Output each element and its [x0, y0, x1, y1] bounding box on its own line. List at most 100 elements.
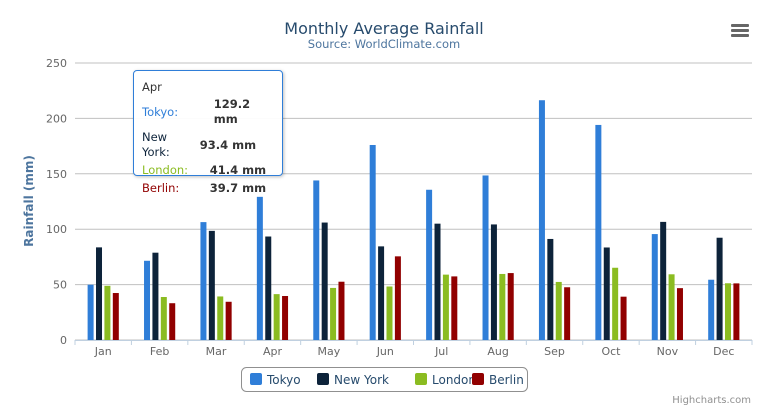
bar-new-york-jun[interactable] — [378, 246, 385, 340]
credits-link[interactable]: Highcharts.com — [672, 395, 751, 406]
bar-london-apr[interactable] — [273, 294, 280, 340]
tooltip-row: Tokyo: 129.2 mm — [142, 97, 276, 130]
chart-title: Monthly Average Rainfall — [284, 19, 483, 38]
bar-tokyo-jan[interactable] — [87, 284, 94, 340]
bar-tokyo-sep[interactable] — [538, 100, 545, 341]
y-axis-label: Rainfall (mm) — [22, 155, 36, 247]
x-tick-label: Jun — [376, 345, 394, 358]
tooltip-series-label: New York: — [142, 130, 170, 159]
x-tick-label: Mar — [206, 345, 227, 358]
legend-label: Tokyo — [266, 373, 301, 387]
legend-symbol — [317, 373, 329, 385]
y-tick-label: 50 — [53, 279, 67, 292]
bar-london-may[interactable] — [330, 287, 337, 340]
bar-tokyo-dec[interactable] — [708, 279, 715, 340]
bar-new-york-may[interactable] — [321, 222, 328, 340]
bar-berlin-jan[interactable] — [112, 293, 119, 340]
bar-berlin-oct[interactable] — [620, 296, 627, 340]
legend-item-berlin[interactable]: Berlin — [472, 373, 524, 387]
bar-berlin-aug[interactable] — [507, 273, 514, 340]
tooltip-series-label: Tokyo: — [142, 104, 179, 119]
bar-london-jan[interactable] — [104, 285, 111, 340]
bar-london-aug[interactable] — [499, 273, 506, 340]
bar-new-york-aug[interactable] — [490, 224, 497, 340]
bar-london-mar[interactable] — [217, 296, 224, 340]
bar-berlin-feb[interactable] — [169, 303, 176, 340]
bar-new-york-feb[interactable] — [152, 252, 159, 340]
bar-new-york-sep[interactable] — [547, 238, 554, 340]
chart-subtitle: Source: WorldClimate.com — [308, 37, 460, 51]
bar-london-feb[interactable] — [160, 297, 167, 340]
x-tick-label: Apr — [263, 345, 283, 358]
bar-london-jul[interactable] — [442, 274, 449, 340]
bar-tokyo-mar[interactable] — [200, 222, 207, 340]
bar-new-york-oct[interactable] — [603, 247, 610, 340]
bar-london-sep[interactable] — [555, 281, 562, 340]
x-tick-label: Dec — [713, 345, 734, 358]
tooltip-row: New York: 93.4 mm — [142, 130, 276, 163]
bar-berlin-sep[interactable] — [564, 287, 571, 340]
legend-box — [241, 367, 528, 392]
y-tick-label: 0 — [60, 334, 67, 347]
bar-london-oct[interactable] — [612, 267, 619, 340]
bar-new-york-mar[interactable] — [208, 230, 215, 340]
bar-berlin-jul[interactable] — [451, 276, 458, 340]
bar-london-jun[interactable] — [386, 286, 393, 340]
x-tick-label: Aug — [487, 345, 508, 358]
x-tick-label: May — [318, 345, 341, 358]
x-tick-label: Feb — [150, 345, 169, 358]
bar-tokyo-feb[interactable] — [144, 260, 151, 340]
tooltip-value: 39.7 mm — [209, 181, 267, 195]
hamburger-menu-icon[interactable] — [731, 24, 749, 38]
x-tick-label: Jul — [434, 345, 448, 358]
bar-london-dec[interactable] — [724, 283, 731, 340]
bar-new-york-jul[interactable] — [434, 223, 441, 340]
tooltip-value: 93.4 mm — [199, 137, 257, 152]
legend-item-london[interactable]: London — [415, 373, 476, 387]
bar-berlin-dec[interactable] — [733, 283, 740, 340]
legend-symbol — [415, 373, 427, 385]
x-tick-label: Jan — [94, 345, 112, 358]
bar-tokyo-jun[interactable] — [369, 144, 376, 340]
legend-item-new-york[interactable]: New York — [317, 373, 389, 387]
bar-new-york-jan[interactable] — [96, 247, 103, 340]
bar-london-nov[interactable] — [668, 274, 675, 340]
y-tick-label: 150 — [46, 168, 67, 181]
tooltip-value: 129.2 mm — [213, 97, 251, 126]
bar-tokyo-apr[interactable] — [256, 196, 263, 340]
legend-symbol — [250, 373, 262, 385]
bar-berlin-may[interactable] — [338, 281, 345, 340]
bar-berlin-nov[interactable] — [676, 288, 683, 340]
tooltip-header: Apr — [142, 80, 162, 94]
bar-berlin-mar[interactable] — [225, 301, 232, 340]
x-tick-label: Oct — [601, 345, 621, 358]
bar-berlin-apr[interactable] — [282, 296, 289, 340]
bar-tokyo-may[interactable] — [313, 180, 320, 340]
y-tick-label: 200 — [46, 112, 67, 125]
legend-label: London — [432, 373, 476, 387]
bar-tokyo-jul[interactable] — [426, 189, 433, 340]
legend-label: Berlin — [489, 373, 524, 387]
legend-label: New York — [334, 373, 389, 387]
tooltip-row: London: 41.4 mm — [142, 163, 276, 181]
bar-berlin-jun[interactable] — [394, 256, 401, 340]
bar-new-york-dec[interactable] — [716, 237, 723, 340]
bar-tokyo-aug[interactable] — [482, 175, 489, 340]
legend-symbol — [472, 373, 484, 385]
x-tick-label: Nov — [657, 345, 679, 358]
bar-new-york-apr[interactable] — [265, 236, 272, 340]
tooltip-series-label: Berlin: — [142, 181, 180, 195]
y-tick-label: 250 — [46, 57, 67, 70]
x-tick-label: Sep — [544, 345, 565, 358]
y-tick-label: 100 — [46, 223, 67, 236]
bar-tokyo-nov[interactable] — [651, 234, 658, 340]
tooltip-value: 41.4 mm — [209, 163, 267, 177]
tooltip-series-label: London: — [142, 163, 189, 177]
bar-tokyo-oct[interactable] — [595, 124, 602, 341]
legend-item-tokyo[interactable]: Tokyo — [250, 373, 301, 387]
tooltip: Apr Tokyo: 129.2 mm New York: 93.4 mm London… — [133, 70, 283, 195]
tooltip-row: Berlin: 39.7 mm — [142, 181, 276, 199]
bar-new-york-nov[interactable] — [660, 221, 667, 340]
